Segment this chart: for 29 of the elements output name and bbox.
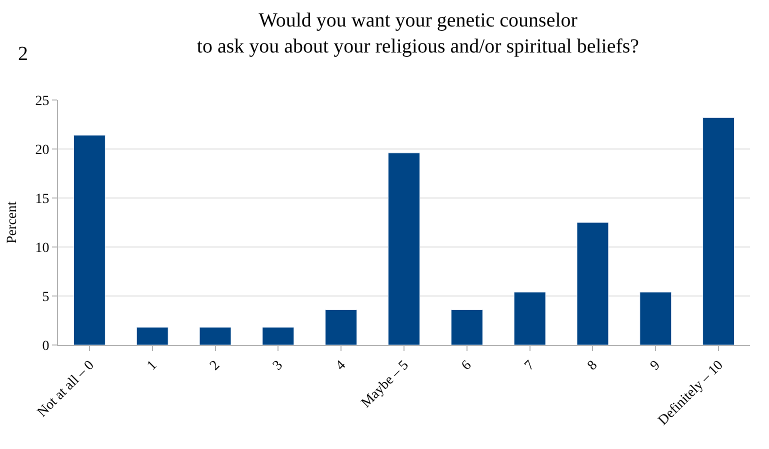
bar bbox=[514, 292, 546, 345]
y-tick-label: 15 bbox=[35, 192, 50, 207]
y-tick-label: 0 bbox=[42, 338, 50, 354]
x-tick-label: 6 bbox=[459, 358, 475, 374]
bar bbox=[388, 152, 420, 345]
chart-title: Would you want your genetic counselor to ask you about your religious and/or spiritual beliefs? bbox=[196, 9, 640, 58]
x-tick-label: 7 bbox=[522, 358, 538, 374]
x-tick-label: 8 bbox=[584, 358, 601, 374]
y-tick-label: 5 bbox=[42, 290, 50, 305]
bar bbox=[640, 292, 672, 345]
bar bbox=[136, 327, 168, 345]
bar bbox=[199, 327, 232, 345]
y-tick-label: 25 bbox=[35, 94, 50, 109]
text: 2 bbox=[18, 43, 28, 65]
bar bbox=[702, 117, 735, 345]
bar bbox=[450, 309, 483, 345]
bar bbox=[325, 309, 358, 345]
bar bbox=[73, 135, 106, 345]
x-tick-label: Not at all – 0 bbox=[34, 358, 98, 420]
x-tick-label: 9 bbox=[648, 358, 664, 374]
y-tick-label: 10 bbox=[35, 240, 50, 256]
x-tick-label: 3 bbox=[270, 358, 286, 374]
x-tick-label: 4 bbox=[333, 358, 349, 374]
bar bbox=[576, 222, 609, 345]
y-tick-label: 20 bbox=[35, 142, 50, 158]
x-tick-label: 1 bbox=[144, 358, 160, 374]
y-axis-title: Percent bbox=[4, 201, 20, 244]
x-tick-label: 2 bbox=[207, 358, 224, 374]
bar bbox=[262, 327, 294, 345]
